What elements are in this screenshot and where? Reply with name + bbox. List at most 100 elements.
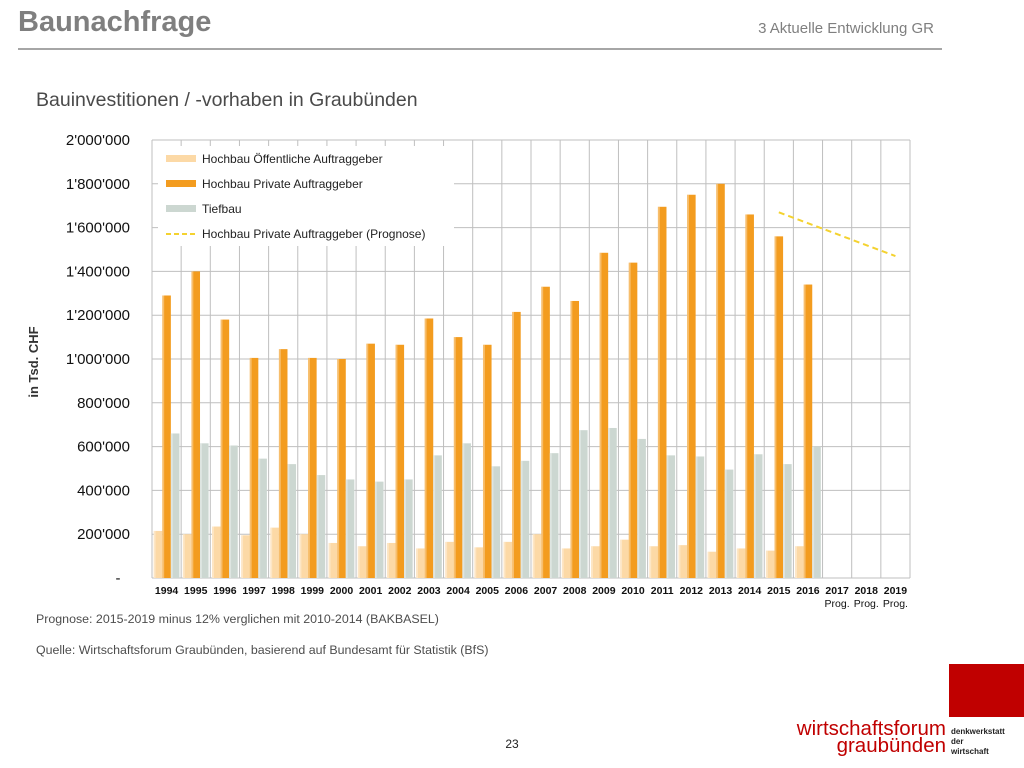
logo-line-2: graubünden bbox=[836, 734, 946, 757]
x-tick-label-2006: 2006 bbox=[505, 585, 529, 597]
bar-hochbau-oeffentlich-2005 bbox=[474, 547, 483, 578]
y-axis-title: in Tsd. CHF bbox=[26, 326, 41, 397]
x-tick-label-2011: 2011 bbox=[651, 585, 674, 597]
bar-hochbau-privat-1999 bbox=[308, 357, 317, 578]
logo-side-line-2: der bbox=[951, 737, 964, 746]
bar-highlight-1-2005 bbox=[482, 344, 485, 578]
y-tick-label-4: 800'000 bbox=[77, 395, 130, 412]
bar-highlight-1-1995 bbox=[191, 271, 194, 578]
x-tick-sublabel-2017: Prog. bbox=[825, 598, 850, 610]
bar-highlight-0-2012 bbox=[678, 545, 681, 578]
x-tick-label-2016: 2016 bbox=[796, 585, 820, 597]
bar-highlight-1-2008 bbox=[570, 300, 573, 578]
prognose-line bbox=[778, 211, 896, 258]
x-tick-label-1999: 1999 bbox=[301, 585, 325, 597]
bar-hochbau-privat-2010 bbox=[628, 262, 638, 578]
bar-highlight-0-2008 bbox=[561, 548, 564, 578]
logo-wordmark: wirtschaftsforum graubünden bbox=[796, 717, 946, 757]
logo-side-line-3: wirtschaft bbox=[951, 747, 989, 756]
chart-legend: Hochbau Öffentliche Auftraggeber Hochbau … bbox=[158, 146, 454, 246]
y-tick-label-8: 1'600'000 bbox=[66, 220, 130, 237]
x-tick-label-1996: 1996 bbox=[213, 585, 237, 597]
bar-tiefbau-2016 bbox=[812, 446, 821, 578]
bar-highlight-2-2016 bbox=[812, 446, 815, 578]
bar-hochbau-privat-2016 bbox=[803, 284, 813, 578]
bar-hochbau-privat-1996 bbox=[220, 319, 230, 578]
bar-highlight-0-1995 bbox=[182, 534, 185, 578]
x-tick-label-2008: 2008 bbox=[563, 585, 587, 597]
bar-hochbau-privat-2000 bbox=[337, 359, 346, 578]
x-tick-label-2014: 2014 bbox=[738, 585, 762, 597]
bar-highlight-2-2010 bbox=[637, 438, 640, 578]
bar-highlight-1-2009 bbox=[599, 252, 602, 578]
bar-highlight-0-2000 bbox=[328, 542, 331, 578]
y-tick-label-3: 600'000 bbox=[77, 439, 130, 456]
bar-hochbau-oeffentlich-1996 bbox=[212, 526, 221, 578]
bar-hochbau-privat-2013 bbox=[716, 183, 725, 579]
bar-highlight-1-2012 bbox=[687, 194, 689, 578]
bar-tiefbau-2012 bbox=[695, 456, 705, 578]
bar-highlight-2-2004 bbox=[462, 443, 465, 578]
bar-hochbau-privat-1995 bbox=[191, 271, 201, 578]
bar-highlight-1-1996 bbox=[220, 319, 223, 578]
bar-tiefbau-2005 bbox=[491, 466, 501, 578]
bar-highlight-2-2000 bbox=[345, 479, 348, 578]
logo-side-text: denkwerkstatt der wirtschaft bbox=[951, 727, 1005, 757]
bar-hochbau-oeffentlich-2010 bbox=[620, 539, 629, 578]
x-tick-label-2009: 2009 bbox=[592, 585, 616, 597]
bar-highlight-1-2004 bbox=[453, 337, 456, 578]
bar-highlight-2-2001 bbox=[374, 481, 377, 578]
bar-highlight-0-2014 bbox=[736, 548, 739, 578]
bar-tiefbau-1996 bbox=[229, 445, 238, 578]
logo-side-line-1: denkwerkstatt bbox=[951, 727, 1005, 736]
y-axis-ticks: - 200'000 400'000 600'000 800'000 1'000'000 1'… bbox=[66, 132, 130, 587]
bar-hochbau-oeffentlich-2008 bbox=[561, 548, 571, 578]
bar-highlight-2-1996 bbox=[229, 445, 232, 578]
bar-highlight-0-2016 bbox=[795, 546, 797, 578]
legend-label-0: Hochbau Öffentliche Auftraggeber bbox=[202, 152, 383, 166]
bar-highlight-1-2014 bbox=[745, 214, 748, 578]
bar-highlight-1-1998 bbox=[278, 349, 281, 578]
bar-highlight-2-2002 bbox=[404, 479, 406, 578]
bar-hochbau-oeffentlich-2014 bbox=[736, 548, 746, 578]
bar-hochbau-privat-1994 bbox=[162, 295, 171, 578]
bar-hochbau-oeffentlich-2006 bbox=[503, 541, 513, 578]
y-tick-label-10: 2'000'000 bbox=[66, 132, 130, 149]
bar-hochbau-privat-2007 bbox=[541, 286, 550, 578]
bar-tiefbau-2002 bbox=[404, 479, 413, 578]
x-tick-label-1995: 1995 bbox=[184, 585, 208, 597]
bar-highlight-0-1999 bbox=[299, 534, 302, 578]
bar-tiefbau-2010 bbox=[637, 438, 646, 578]
bar-tiefbau-2006 bbox=[520, 460, 530, 578]
bar-hochbau-oeffentlich-2015 bbox=[765, 550, 775, 578]
bar-hochbau-oeffentlich-2013 bbox=[707, 551, 717, 578]
bar-highlight-1-1999 bbox=[308, 357, 310, 578]
bar-highlight-1-2001 bbox=[366, 343, 369, 578]
bar-highlight-2-2012 bbox=[695, 456, 698, 578]
note-prognose: Prognose: 2015-2019 minus 12% verglichen… bbox=[36, 612, 439, 626]
bar-hochbau-oeffentlich-1997 bbox=[241, 535, 250, 578]
bar-hochbau-oeffentlich-1994 bbox=[153, 530, 163, 578]
bar-hochbau-privat-2011 bbox=[657, 206, 667, 579]
bar-highlight-1-2011 bbox=[657, 206, 660, 579]
x-tick-sublabel-2019: Prog. bbox=[883, 598, 908, 610]
x-axis-ticks: 1994 1995 1996 1997 1998 1999 2000 2001 2002 2003… bbox=[155, 585, 908, 610]
logo-line-1: wirtschaftsforum bbox=[796, 717, 946, 740]
bar-highlight-1-2010 bbox=[628, 262, 631, 578]
bar-hochbau-privat-1997 bbox=[249, 357, 259, 578]
bar-highlight-0-2005 bbox=[474, 547, 477, 578]
header-divider bbox=[18, 48, 942, 50]
bar-highlight-1-1997 bbox=[249, 357, 252, 578]
bar-highlight-0-2006 bbox=[503, 541, 506, 578]
legend-swatch-0 bbox=[166, 155, 196, 162]
bar-tiefbau-2008 bbox=[579, 430, 588, 578]
x-tick-sublabel-2018: Prog. bbox=[854, 598, 879, 610]
x-tick-label-2005: 2005 bbox=[476, 585, 500, 597]
bar-highlight-2-2013 bbox=[724, 469, 727, 578]
bar-highlight-2-1998 bbox=[287, 464, 290, 578]
bar-hochbau-privat-2005 bbox=[482, 344, 492, 578]
legend-label-1: Hochbau Private Auftraggeber bbox=[202, 177, 363, 191]
bar-hochbau-privat-2003 bbox=[424, 318, 434, 578]
x-tick-label-2001: 2001 bbox=[359, 585, 383, 597]
x-tick-label-2003: 2003 bbox=[417, 585, 441, 597]
